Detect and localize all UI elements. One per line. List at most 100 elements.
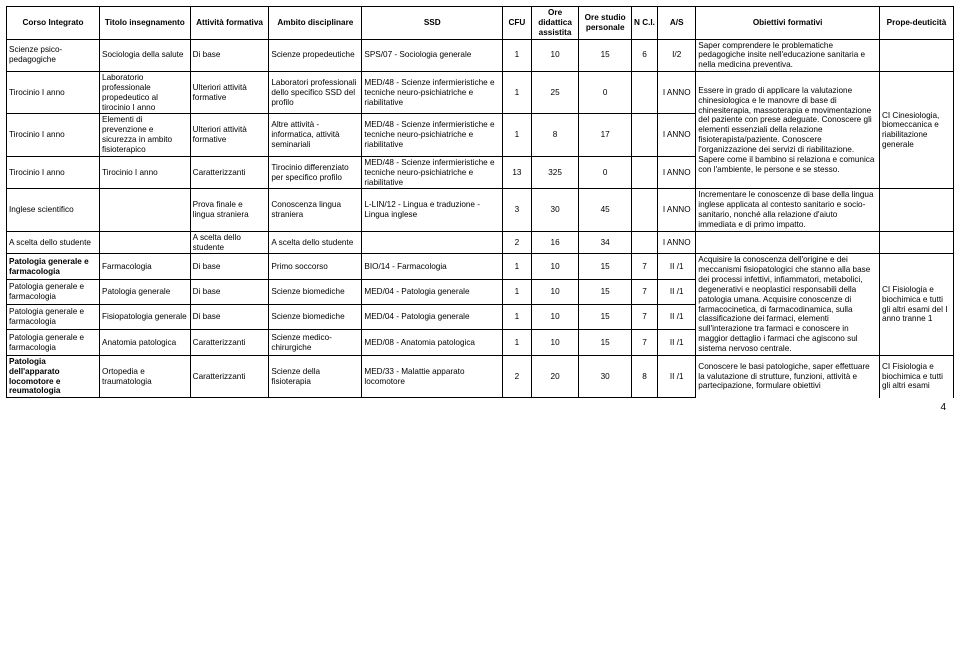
cell: A scelta dello studente (269, 231, 362, 254)
cell: 15 (579, 39, 631, 72)
cell: 8 (531, 114, 579, 156)
cell: Scienze della fisioterapia (269, 355, 362, 397)
cell: MED/48 - Scienze infermieristiche e tecn… (362, 114, 503, 156)
cell: Scienze medico-chirurgiche (269, 330, 362, 355)
cell: Conoscenza lingua straniera (269, 189, 362, 231)
cell: Laboratorio professionale propedeutico a… (100, 72, 191, 114)
cell: 15 (579, 254, 631, 279)
cell: 1 (503, 72, 532, 114)
cell: Di base (190, 305, 269, 330)
cell (100, 231, 191, 254)
cell: 3 (503, 189, 532, 231)
cell: Acquisire la conoscenza dell'origine e d… (696, 254, 880, 355)
cell: Altre attività - informatica, attività s… (269, 114, 362, 156)
cell: 7 (631, 330, 657, 355)
cell: Laboratori professionali dello specifico… (269, 72, 362, 114)
cell: 10 (531, 279, 579, 304)
cell: 10 (531, 305, 579, 330)
cell: 8 (631, 355, 657, 397)
cell: Primo soccorso (269, 254, 362, 279)
cell: II /1 (658, 254, 696, 279)
cell: Farmacologia (100, 254, 191, 279)
cell: 10 (531, 330, 579, 355)
cell: Scienze propedeutiche (269, 39, 362, 72)
cell: II /1 (658, 305, 696, 330)
cell: A scelta dello studente (7, 231, 100, 254)
cell: Ulteriori attività formative (190, 72, 269, 114)
cell: 16 (531, 231, 579, 254)
cell: 6 (631, 39, 657, 72)
cell: 1 (503, 279, 532, 304)
cell: 7 (631, 305, 657, 330)
cell: Di base (190, 279, 269, 304)
table-row: Patologia dell'apparato locomotore e reu… (7, 355, 954, 397)
cell: Anatomia patologica (100, 330, 191, 355)
cell: Di base (190, 39, 269, 72)
cell (879, 39, 953, 72)
cell: CI Fisiologia e biochimica e tutti gli a… (879, 254, 953, 355)
cell: 325 (531, 156, 579, 189)
cell: Scienze psico-pedagogiche (7, 39, 100, 72)
col-cfu: CFU (503, 7, 532, 40)
cell: 1 (503, 330, 532, 355)
cell: Inglese scientifico (7, 189, 100, 231)
table-row: Inglese scientificoProva finale e lingua… (7, 189, 954, 231)
col-ore-did: Ore didattica assistita (531, 7, 579, 40)
cell: 34 (579, 231, 631, 254)
cell: MED/48 - Scienze infermieristiche e tecn… (362, 156, 503, 189)
cell: 1 (503, 114, 532, 156)
cell: Patologia generale e farmacologia (7, 254, 100, 279)
cell: MED/48 - Scienze infermieristiche e tecn… (362, 72, 503, 114)
cell: II /1 (658, 355, 696, 397)
cell: Saper comprendere le problematiche pedag… (696, 39, 880, 72)
cell: 15 (579, 279, 631, 304)
cell: Ulteriori attività formative (190, 114, 269, 156)
cell: L-LIN/12 - Lingua e traduzione - Lingua … (362, 189, 503, 231)
col-as: A/S (658, 7, 696, 40)
cell: Caratterizzanti (190, 156, 269, 189)
cell: II /1 (658, 279, 696, 304)
cell: 25 (531, 72, 579, 114)
cell: I ANNO (658, 72, 696, 114)
cell: 15 (579, 330, 631, 355)
cell: 1 (503, 39, 532, 72)
col-proped: Prope-deuticità (879, 7, 953, 40)
cell: Scienze biomediche (269, 305, 362, 330)
cell (631, 72, 657, 114)
cell: Sociologia della salute (100, 39, 191, 72)
cell: 1 (503, 305, 532, 330)
col-obiettivi: Obiettivi formativi (696, 7, 880, 40)
cell: Ortopedia e traumatologia (100, 355, 191, 397)
col-corso: Corso Integrato (7, 7, 100, 40)
col-ore-stud: Ore studio personale (579, 7, 631, 40)
cell: 15 (579, 305, 631, 330)
cell (631, 114, 657, 156)
cell (631, 231, 657, 254)
cell: Tirocinio I anno (7, 156, 100, 189)
cell: 10 (531, 39, 579, 72)
cell: 7 (631, 254, 657, 279)
cell: Incrementare le conoscenze di base della… (696, 189, 880, 231)
cell: Fisiopatologia generale (100, 305, 191, 330)
curriculum-table: Corso Integrato Titolo insegnamento Atti… (6, 6, 954, 398)
cell: SPS/07 - Sociologia generale (362, 39, 503, 72)
cell: MED/04 - Patologia generale (362, 305, 503, 330)
cell: Tirocinio I anno (7, 72, 100, 114)
cell: Caratterizzanti (190, 355, 269, 397)
cell: 2 (503, 355, 532, 397)
table-row: A scelta dello studente A scelta dello st… (7, 231, 954, 254)
header-row: Corso Integrato Titolo insegnamento Atti… (7, 7, 954, 40)
cell: CI Fisiologia e biochimica e tutti gli a… (879, 355, 953, 397)
cell: Essere in grado di applicare la valutazi… (696, 72, 880, 189)
cell: I ANNO (658, 189, 696, 231)
cell: 0 (579, 156, 631, 189)
cell: MED/33 - Malattie apparato locomotore (362, 355, 503, 397)
cell: Patologia generale (100, 279, 191, 304)
cell (696, 231, 880, 254)
cell: I/2 (658, 39, 696, 72)
cell: Elementi di prevenzione e sicurezza in a… (100, 114, 191, 156)
cell: 30 (531, 189, 579, 231)
table-row: Patologia generale e farmacologiaFarmaco… (7, 254, 954, 279)
cell: CI Cinesiologia, biomeccanica e riabilit… (879, 72, 953, 189)
cell: 17 (579, 114, 631, 156)
